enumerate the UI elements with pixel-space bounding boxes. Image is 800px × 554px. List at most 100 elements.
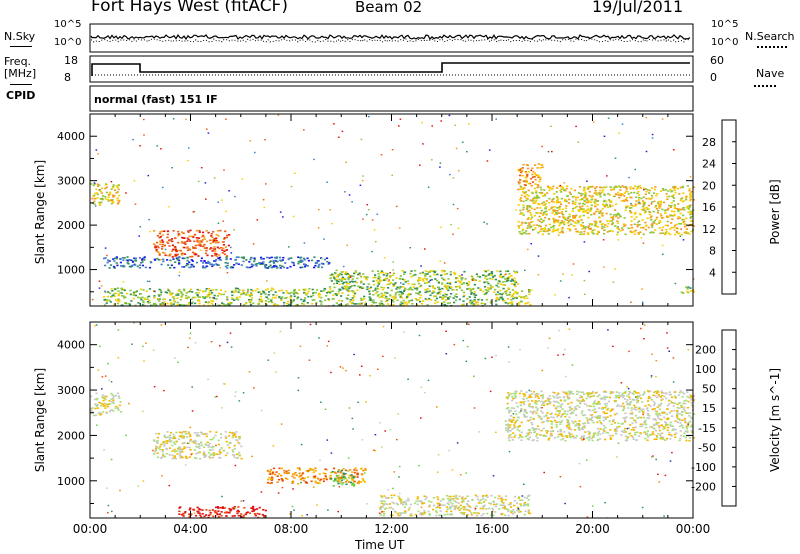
echo-pixel <box>316 260 319 262</box>
echo-pixel <box>163 445 166 447</box>
echo-pixel <box>604 397 607 399</box>
echo-pixel <box>622 394 625 397</box>
echo-pixel <box>382 503 385 505</box>
noise-pixel <box>383 257 386 259</box>
echo-pixel <box>473 300 477 302</box>
echo-pixel <box>392 502 396 505</box>
echo-pixel <box>271 266 275 268</box>
echo-pixel <box>519 188 522 190</box>
echo-pixel <box>329 291 332 294</box>
echo-pixel <box>623 398 627 400</box>
echo-pixel <box>221 302 224 304</box>
echo-pixel <box>662 425 665 428</box>
echo-pixel <box>521 222 524 224</box>
echo-pixel <box>341 277 344 280</box>
echo-pixel <box>481 505 484 508</box>
echo-pixel <box>269 482 272 485</box>
echo-pixel <box>660 390 663 392</box>
echo-pixel <box>610 216 613 219</box>
echo-pixel <box>259 295 263 298</box>
echo-pixel <box>333 276 336 279</box>
echo-pixel <box>417 299 420 301</box>
echo-pixel <box>228 442 231 445</box>
echo-pixel <box>225 515 228 517</box>
echo-pixel <box>639 231 642 233</box>
echo-pixel <box>635 200 638 202</box>
echo-pixel <box>242 257 245 260</box>
echo-pixel <box>156 241 159 244</box>
noise-pixel <box>429 279 432 282</box>
echo-pixel <box>545 213 548 215</box>
echo-pixel <box>176 253 179 256</box>
echo-pixel <box>325 478 328 481</box>
echo-pixel <box>647 390 650 393</box>
echo-pixel <box>180 292 183 295</box>
echo-pixel <box>195 440 198 443</box>
echo-pixel <box>572 393 575 395</box>
echo-pixel <box>354 292 357 295</box>
echo-pixel <box>199 243 202 246</box>
echo-pixel <box>96 193 99 196</box>
echo-pixel <box>449 296 452 298</box>
echo-pixel <box>557 402 560 404</box>
noise-pixel <box>424 248 426 250</box>
echo-pixel <box>117 201 120 204</box>
echo-pixel <box>512 509 515 511</box>
echo-pixel <box>143 259 146 261</box>
echo-pixel <box>559 203 563 205</box>
echo-pixel <box>148 299 151 302</box>
echo-pixel <box>403 271 406 274</box>
echo-pixel <box>634 390 637 393</box>
echo-pixel <box>531 181 534 183</box>
echo-pixel <box>657 201 660 203</box>
echo-pixel <box>398 287 401 290</box>
echo-pixel <box>652 433 655 436</box>
echo-pixel <box>485 508 488 510</box>
echo-pixel <box>398 291 401 293</box>
echo-pixel <box>537 399 540 402</box>
echo-pixel <box>179 457 182 459</box>
echo-pixel <box>310 468 313 470</box>
noise-pixel <box>94 205 97 207</box>
echo-pixel <box>159 241 162 243</box>
echo-pixel <box>136 265 139 268</box>
echo-pixel <box>519 404 523 406</box>
echo-pixel <box>587 216 590 219</box>
echo-pixel <box>156 452 159 455</box>
echo-pixel <box>623 217 626 219</box>
echo-pixel <box>208 291 211 294</box>
echo-pixel <box>619 395 622 397</box>
echo-pixel <box>172 230 175 232</box>
echo-pixel <box>505 277 508 280</box>
echo-pixel <box>102 195 105 197</box>
echo-pixel <box>460 289 464 292</box>
echo-pixel <box>552 395 555 398</box>
echo-pixel <box>516 426 519 428</box>
echo-pixel <box>334 272 337 275</box>
echo-pixel <box>114 288 117 291</box>
echo-pixel <box>523 232 526 234</box>
echo-pixel <box>171 256 174 258</box>
echo-pixel <box>338 478 341 481</box>
nsearch-dots <box>757 46 787 48</box>
echo-pixel <box>363 297 366 300</box>
echo-pixel <box>107 291 110 293</box>
echo-pixel <box>408 506 411 509</box>
echo-pixel <box>518 304 521 306</box>
echo-pixel <box>398 497 401 499</box>
echo-pixel <box>178 448 181 451</box>
echo-pixel <box>518 227 521 229</box>
echo-pixel <box>575 435 578 437</box>
echo-pixel <box>120 265 123 267</box>
echo-pixel <box>523 502 527 504</box>
echo-pixel <box>420 500 423 503</box>
echo-pixel <box>139 297 142 299</box>
echo-pixel <box>683 406 686 409</box>
echo-pixel <box>525 232 528 235</box>
echo-pixel <box>208 456 211 458</box>
echo-pixel <box>465 508 468 511</box>
noise-pixel <box>391 174 393 176</box>
echo-pixel <box>421 300 425 302</box>
noise-pixel <box>228 190 230 192</box>
echo-pixel <box>606 432 609 434</box>
